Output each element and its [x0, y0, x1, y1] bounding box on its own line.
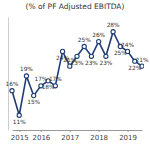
point — [104, 54, 108, 58]
data-label: 26% — [92, 32, 105, 38]
point — [89, 54, 93, 58]
point — [97, 39, 101, 43]
data-label: 16% — [6, 81, 19, 87]
data-label: 17% — [34, 76, 47, 82]
data-label: 25% — [78, 37, 91, 43]
point — [32, 94, 36, 98]
x-tick-label: 2017 — [61, 134, 79, 142]
x-tick-mark — [128, 130, 129, 132]
data-label: 25% — [114, 50, 127, 56]
data-label: 17% — [49, 76, 62, 82]
x-tick: 2017 — [61, 130, 79, 142]
data-label: 15% — [27, 99, 40, 105]
x-tick-mark — [99, 130, 100, 132]
point — [60, 49, 64, 53]
y-axis — [8, 18, 9, 131]
x-tick: 2015 — [11, 130, 29, 142]
x-axis-line — [13, 130, 143, 131]
x-axis: 20152016 2017 2018 2019 — [11, 130, 143, 142]
data-label: 18% — [42, 84, 55, 90]
x-tick: 2019 — [119, 130, 137, 142]
x-tick: 2016 — [32, 130, 50, 142]
x-tick-label: 2019 — [119, 134, 137, 142]
data-label: 19% — [20, 66, 33, 72]
data-labels: 16%11%19%15%17%18%17%24%21%23%25%23%26%2… — [6, 22, 149, 125]
x-tick-mark — [70, 130, 71, 132]
data-label: 23% — [71, 60, 84, 66]
data-label: 28% — [107, 22, 120, 28]
x-tick: 2018 — [90, 130, 108, 142]
series-line — [12, 32, 142, 116]
data-label: 11% — [13, 119, 26, 125]
y-axis-line — [8, 18, 9, 131]
point — [111, 30, 115, 34]
point — [24, 74, 28, 78]
point — [17, 113, 21, 117]
data-label: 23% — [99, 60, 112, 66]
data-label: 22% — [128, 65, 141, 71]
data-label: 21% — [136, 57, 149, 63]
x-tick-label: 2015 — [11, 134, 29, 142]
plot-area — [10, 30, 144, 118]
x-tick-mark — [41, 130, 42, 132]
chart: (% of PF Adjusted EBITDA)201520162017201… — [0, 0, 150, 150]
data-label: 24% — [121, 42, 134, 48]
title: (% of PF Adjusted EBITDA) — [26, 2, 125, 11]
data-label: 23% — [85, 60, 98, 66]
point — [82, 44, 86, 48]
x-tick-label: 2018 — [90, 134, 108, 142]
point — [10, 89, 14, 93]
x-tick-mark — [19, 130, 20, 132]
x-tick-label: 2016 — [32, 134, 50, 142]
